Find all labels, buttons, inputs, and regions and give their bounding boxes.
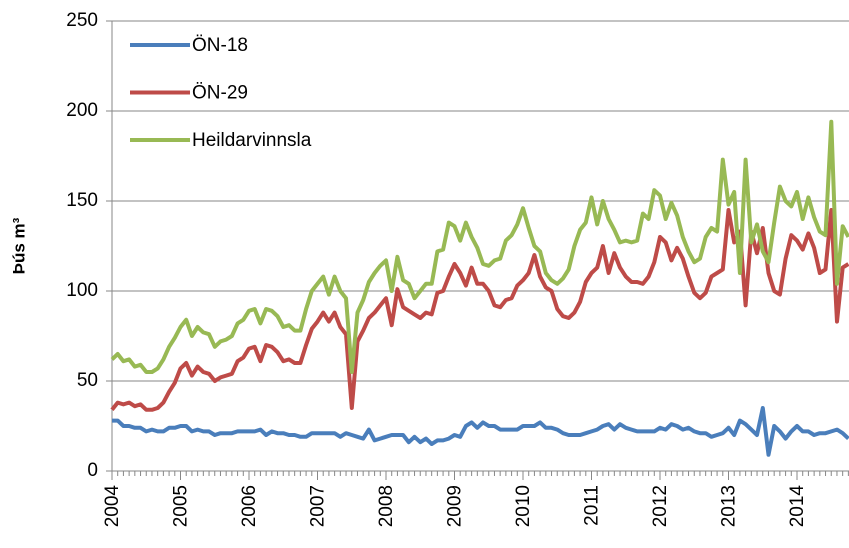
line-series [110,208,849,412]
x-tick-label: 2005 [171,485,192,527]
legend-label: ÖN-18 [192,35,248,56]
y-tick-label: 50 [77,370,98,391]
line-series [110,119,849,374]
y-tick-label: 100 [66,280,98,301]
x-tick-label: 2007 [308,485,329,527]
x-tick-label: 2006 [239,485,260,527]
x-tick-label: 2013 [719,485,740,527]
x-tick-label: 2009 [445,485,466,527]
x-tick-label: 2010 [513,485,534,527]
legend-label: ÖN-29 [192,83,248,104]
x-tick-label: 2014 [787,485,808,528]
y-tick-label: 150 [66,190,98,211]
x-tick-label: 2004 [102,485,123,528]
y-tick-label: 200 [66,100,98,121]
legend-label: Heildarvinnsla [192,130,312,151]
x-tick-label: 2008 [376,485,397,527]
line-series [112,406,849,457]
x-tick-label: 2012 [650,485,671,527]
y-axis-label: Þús m³ [9,217,28,274]
y-tick-label: 0 [87,460,98,481]
y-tick-label: 250 [66,10,98,31]
x-tick-label: 2011 [582,485,603,526]
